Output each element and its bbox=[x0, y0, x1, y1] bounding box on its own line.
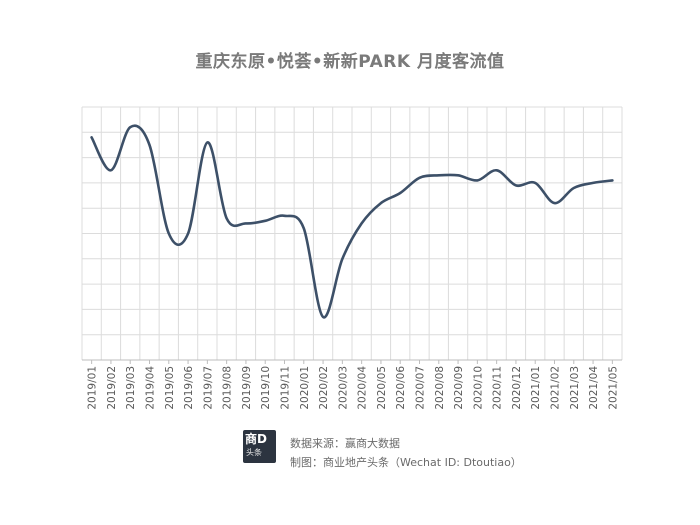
data-point-2019-03 bbox=[129, 126, 132, 129]
x-tick-label: 2020/03 bbox=[337, 366, 349, 410]
data-point-2020-04 bbox=[360, 222, 363, 225]
data-point-2021-04 bbox=[592, 182, 595, 185]
data-point-2019-11 bbox=[283, 215, 286, 218]
x-tick-label: 2019/11 bbox=[280, 366, 292, 410]
data-point-2020-11 bbox=[495, 169, 498, 172]
data-point-2021-03 bbox=[573, 187, 576, 190]
data-point-2020-05 bbox=[380, 202, 383, 205]
data-point-2021-01 bbox=[534, 182, 537, 185]
data-point-2019-01 bbox=[90, 136, 93, 139]
x-tick-label: 2019/10 bbox=[260, 366, 272, 410]
chart-credit-note: 制图：商业地产头条（Wechat ID: Dtoutiao） bbox=[290, 456, 522, 469]
x-tick-label: 2020/06 bbox=[395, 366, 407, 410]
data-point-2020-03 bbox=[341, 258, 344, 261]
data-point-2021-05 bbox=[611, 179, 614, 182]
logo-mark: 商D bbox=[245, 432, 267, 446]
chart-title: 重庆东原•悦荟•新新PARK 月度客流值 bbox=[195, 52, 505, 72]
x-tick-label: 2020/12 bbox=[511, 366, 523, 410]
data-source-note: 数据来源：赢商大数据 bbox=[290, 437, 400, 450]
data-point-2020-01 bbox=[303, 227, 306, 230]
data-point-2019-07 bbox=[206, 141, 209, 144]
data-point-2020-08 bbox=[438, 174, 441, 177]
x-tick-label: 2019/04 bbox=[145, 366, 157, 410]
x-tick-label: 2020/08 bbox=[434, 366, 446, 410]
x-tick-label: 2020/05 bbox=[376, 366, 388, 410]
data-point-2020-10 bbox=[476, 179, 479, 182]
data-point-2019-05 bbox=[168, 232, 171, 235]
x-tick-label: 2020/07 bbox=[415, 366, 427, 410]
data-point-2019-06 bbox=[187, 232, 190, 235]
x-tick-label: 2020/04 bbox=[357, 366, 369, 410]
data-point-2020-02 bbox=[322, 316, 325, 319]
data-point-2019-04 bbox=[148, 144, 151, 147]
x-tick-label: 2019/03 bbox=[125, 366, 137, 410]
data-point-2020-12 bbox=[515, 184, 518, 187]
x-tick-label: 2019/09 bbox=[241, 366, 253, 410]
x-tick-label: 2021/03 bbox=[569, 366, 581, 410]
series-line bbox=[90, 124, 614, 319]
logo-subtext: 头条 bbox=[246, 448, 262, 457]
chart-footer: 商D 头条 数据来源：赢商大数据 制图：商业地产头条（Wechat ID: Dt… bbox=[243, 430, 643, 470]
x-tick-label: 2021/01 bbox=[530, 366, 542, 410]
x-tick-label: 2019/02 bbox=[106, 366, 118, 410]
data-point-2021-02 bbox=[553, 202, 556, 205]
x-tick-label: 2021/05 bbox=[607, 366, 619, 410]
x-tick-label: 2021/04 bbox=[588, 366, 600, 410]
x-tick-label: 2020/09 bbox=[453, 366, 465, 410]
x-tick-label: 2020/10 bbox=[472, 366, 484, 410]
x-tick-label: 2021/02 bbox=[550, 366, 562, 410]
data-point-2020-07 bbox=[418, 177, 421, 180]
data-point-2020-06 bbox=[399, 192, 402, 195]
x-tick-label: 2020/01 bbox=[299, 366, 311, 410]
brand-logo: 商D 头条 bbox=[243, 430, 276, 463]
x-tick-label: 2020/11 bbox=[492, 366, 504, 410]
data-point-2019-10 bbox=[264, 220, 267, 223]
x-tick-label: 2019/08 bbox=[222, 366, 234, 410]
data-point-2020-09 bbox=[457, 174, 460, 177]
data-point-2019-08 bbox=[225, 217, 228, 220]
data-point-2019-02 bbox=[110, 169, 113, 172]
x-tick-label: 2019/06 bbox=[183, 366, 195, 410]
x-tick-label: 2019/01 bbox=[87, 366, 99, 410]
data-point-2019-09 bbox=[245, 222, 248, 225]
x-tick-label: 2019/05 bbox=[164, 366, 176, 410]
x-tick-label: 2020/02 bbox=[318, 366, 330, 410]
x-tick-label: 2019/07 bbox=[202, 366, 214, 410]
